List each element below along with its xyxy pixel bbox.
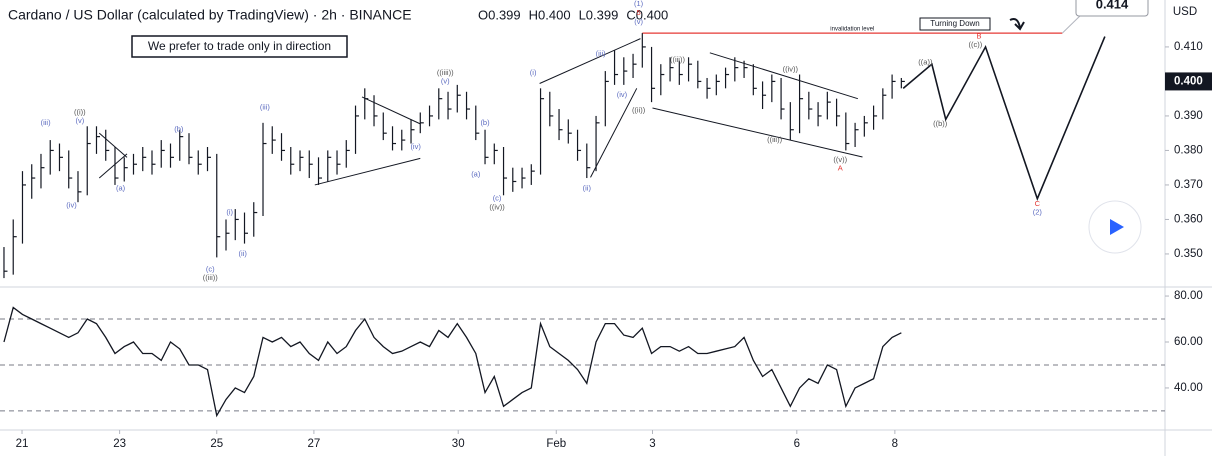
x-tick-label: 21 bbox=[16, 438, 29, 450]
wave-label: ((iiii)) bbox=[437, 68, 454, 77]
currency: USD bbox=[1173, 6, 1197, 18]
wave-label: ((ii)) bbox=[632, 106, 646, 115]
wave-label: ((iii)) bbox=[670, 55, 685, 64]
ohlc-value: O0.399 bbox=[478, 7, 521, 22]
wave-label: (b) bbox=[174, 125, 184, 134]
y-tick-label: 0.370 bbox=[1174, 179, 1203, 191]
wave-label: (iii) bbox=[596, 49, 606, 58]
wave-label: (c) bbox=[493, 194, 502, 203]
x-tick-label: 27 bbox=[307, 438, 320, 450]
trendline bbox=[98, 132, 128, 158]
wave-label: ((iii)) bbox=[767, 135, 782, 144]
wave-label: (2) bbox=[1033, 208, 1043, 217]
rsi-tick-label: 40.00 bbox=[1174, 382, 1203, 394]
wave-label: (iii) bbox=[41, 118, 51, 127]
last-price-tag bbox=[1165, 72, 1212, 91]
y-tick-label: 0.390 bbox=[1174, 110, 1203, 122]
wave-label: (iv) bbox=[66, 201, 77, 210]
wave-label: (iv) bbox=[410, 142, 421, 151]
projection-path bbox=[902, 36, 1106, 202]
wave-label: (1) bbox=[634, 0, 644, 8]
turning-note: Turning Down bbox=[930, 19, 980, 28]
wave-label: ((b)) bbox=[933, 119, 948, 128]
invalidation-label: invalidation level bbox=[830, 27, 874, 33]
x-tick-label: 23 bbox=[113, 438, 126, 450]
y-tick-label: 0.360 bbox=[1174, 213, 1203, 225]
x-tick-label: 30 bbox=[452, 438, 465, 450]
y-tick-label: 0.410 bbox=[1174, 41, 1203, 53]
wave-label: ((iii)) bbox=[203, 273, 218, 282]
wave-label: ((c)) bbox=[968, 40, 982, 49]
wave-label: ((iv)) bbox=[783, 64, 799, 73]
trendline bbox=[590, 88, 638, 178]
wave-label: (v) bbox=[634, 17, 643, 26]
rsi-tick-label: 80.00 bbox=[1174, 290, 1203, 302]
wave-label: B bbox=[977, 32, 982, 41]
ohlc-value: L0.399 bbox=[579, 7, 619, 22]
wave-label: (iii) bbox=[260, 102, 270, 111]
wave-label: A bbox=[838, 164, 843, 173]
rsi-line bbox=[3, 306, 902, 418]
wave-label: (iv) bbox=[617, 90, 628, 99]
wave-label: 5 bbox=[637, 8, 641, 17]
ohlc-value: H0.400 bbox=[529, 7, 571, 22]
invalidation-tag bbox=[1075, 0, 1149, 17]
note: We prefer to trade only in direction bbox=[148, 39, 331, 53]
wave-label: (v) bbox=[75, 116, 84, 125]
wave-label: (ii) bbox=[238, 249, 247, 258]
y-tick-label: 0.380 bbox=[1174, 144, 1203, 156]
x-tick-label: 3 bbox=[649, 438, 655, 450]
trendline bbox=[652, 107, 863, 158]
wave-label: (i) bbox=[226, 208, 233, 217]
trendline bbox=[98, 153, 128, 179]
play-icon[interactable] bbox=[1110, 219, 1124, 235]
y-tick-label: 0.350 bbox=[1174, 248, 1203, 260]
wave-label: ((v)) bbox=[833, 155, 847, 164]
wave-label: (a) bbox=[116, 183, 126, 192]
x-tick-label: Feb bbox=[546, 438, 566, 450]
note-box bbox=[131, 35, 348, 58]
wave-label: ((iv)) bbox=[489, 202, 505, 211]
wave-label: (b) bbox=[480, 118, 490, 127]
last-price-label: 0.400 bbox=[1174, 75, 1203, 87]
wave-label: C bbox=[1035, 199, 1041, 208]
wave-label: (v) bbox=[441, 76, 450, 85]
wave-label: (a) bbox=[471, 170, 481, 179]
play-button[interactable] bbox=[1088, 200, 1142, 254]
ohlc-value: C0.400 bbox=[626, 7, 668, 22]
trendline bbox=[539, 38, 641, 84]
rsi-tick-label: 60.00 bbox=[1174, 336, 1203, 348]
x-tick-label: 25 bbox=[210, 438, 223, 450]
wave-label: ((i)) bbox=[74, 107, 86, 116]
wave-label: (i) bbox=[530, 68, 537, 77]
invalidation-tag-label: 0.414 bbox=[1096, 0, 1129, 11]
turning-box bbox=[919, 17, 991, 31]
x-tick-label: 8 bbox=[892, 438, 898, 450]
x-tick-label: 6 bbox=[794, 438, 800, 450]
wave-label: ((a)) bbox=[918, 57, 933, 66]
trendline bbox=[314, 157, 421, 186]
turning-arrow bbox=[1009, 18, 1025, 31]
wave-label: (ii) bbox=[583, 183, 592, 192]
chart-title: Cardano / US Dollar (calculated by Tradi… bbox=[8, 7, 412, 23]
wave-label: (c) bbox=[206, 264, 215, 273]
